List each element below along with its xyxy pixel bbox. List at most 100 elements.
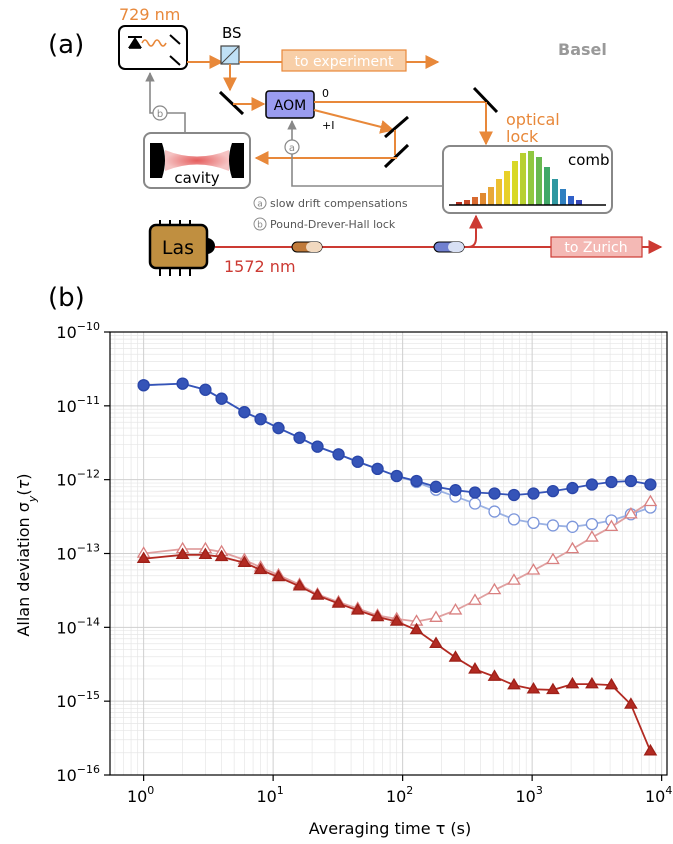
comb-spectrum <box>456 151 582 205</box>
beam-to-comb-from-fiber <box>467 214 483 248</box>
data-point <box>371 462 384 476</box>
data-point <box>237 555 252 567</box>
grid <box>110 331 667 776</box>
data-point <box>292 578 307 591</box>
bs-label: BS <box>222 24 242 42</box>
marker-b-text: b <box>157 109 163 120</box>
data-point <box>585 517 599 531</box>
las-label: Las <box>162 237 194 259</box>
mirror-1 <box>218 90 245 116</box>
comb-tooth <box>568 196 574 205</box>
data-point <box>370 609 385 622</box>
comb-tooth <box>576 200 582 205</box>
comb-tooth <box>488 187 494 205</box>
data-point <box>605 475 618 489</box>
allan-deviation-panel-b: (b) 100 101 102 103 10410−1610−1510−1410−131… <box>14 283 672 838</box>
optical-lock-label-1: optical <box>506 110 560 129</box>
comb-tooth <box>472 197 478 205</box>
data-point <box>566 481 579 495</box>
data-point <box>214 549 229 562</box>
data-point <box>624 506 638 519</box>
panel-a-label: (a) <box>48 30 84 60</box>
marker-a-text: a <box>289 143 295 154</box>
cavity-label: cavity <box>174 169 219 187</box>
data-point <box>507 677 521 690</box>
wavy-beam-icon <box>141 39 167 47</box>
legend-marker-a <box>253 196 267 210</box>
schematic-panel-a: (a) 729 nm BS to experiment Basel AOM 0 <box>48 5 663 276</box>
data-point <box>565 676 580 689</box>
to-experiment-label: to experiment <box>295 54 394 70</box>
fiber-coupler-1-tip <box>306 242 322 252</box>
data-point <box>410 474 423 488</box>
data-point <box>468 593 482 605</box>
data-point <box>644 478 657 491</box>
panel-b-label: (b) <box>48 283 85 313</box>
data-point <box>331 596 346 608</box>
data-point <box>137 379 150 392</box>
comb-tooth <box>464 200 470 205</box>
data-point <box>585 676 599 689</box>
data-point <box>253 562 268 575</box>
y-tick-label: 10−15 <box>56 689 100 711</box>
data-point <box>604 677 619 690</box>
data-point <box>643 494 658 507</box>
data-point <box>449 484 462 497</box>
pdh-lock-path <box>145 72 186 133</box>
data-point <box>429 480 443 493</box>
legend-b-text: Pound-Drever-Hall lock <box>270 218 396 231</box>
comb-tooth <box>480 193 486 205</box>
data-point <box>429 610 443 622</box>
aom-label: AOM <box>274 98 306 114</box>
data-point <box>507 513 521 526</box>
series-1 <box>137 377 657 502</box>
aom-box <box>265 90 315 119</box>
data-point <box>136 551 151 563</box>
legend-a-text: slow drift compensations <box>270 197 408 210</box>
mirror-3 <box>384 115 409 139</box>
data-point <box>254 413 267 426</box>
data-point <box>199 383 212 396</box>
data-point <box>272 421 285 435</box>
x-tick-label: 103 <box>515 784 542 806</box>
data-point <box>488 505 501 518</box>
data-point <box>546 552 560 565</box>
x-tick-label: 104 <box>645 784 672 806</box>
data-point <box>624 474 638 488</box>
data-point <box>271 569 286 582</box>
comb-tooth <box>456 202 462 205</box>
data-point <box>487 669 502 681</box>
order-zero-label: 0 <box>322 87 329 100</box>
data-point <box>507 488 521 502</box>
data-point <box>585 478 599 491</box>
comb-tooth <box>520 153 526 205</box>
diode-icon <box>128 36 142 49</box>
to-zurich-box <box>550 236 643 258</box>
marker-b-circle <box>152 105 168 121</box>
mirror-4 <box>383 143 410 169</box>
y-tick-label: 10−13 <box>56 542 100 564</box>
data-point <box>429 636 443 648</box>
axes: 100 101 102 103 104 10−16 10−15 10−14 10−13 10−12… <box>56 320 672 806</box>
data-point <box>624 697 638 709</box>
x-tick-label: 102 <box>386 784 413 806</box>
drift-compensation-path <box>287 120 443 187</box>
data-point <box>389 614 404 626</box>
data-point <box>350 603 365 615</box>
data-point <box>468 662 482 674</box>
data-point <box>507 573 521 585</box>
to-experiment-box <box>281 49 407 72</box>
optical-lock-label-2: lock <box>506 127 539 146</box>
grating-icon <box>169 34 181 45</box>
data-point <box>310 588 325 600</box>
cavity-mirror-right <box>229 143 244 178</box>
marker-a-circle <box>284 139 300 155</box>
y-tick-label: 10−10 <box>56 320 100 342</box>
comb-label: comb <box>568 151 610 169</box>
legend-marker-b-text: b <box>257 221 263 231</box>
comb-tooth <box>496 179 502 205</box>
data-point <box>546 484 560 498</box>
data-point <box>215 392 228 405</box>
legend-marker-b <box>253 217 267 231</box>
x-tick-label: 101 <box>256 784 283 806</box>
